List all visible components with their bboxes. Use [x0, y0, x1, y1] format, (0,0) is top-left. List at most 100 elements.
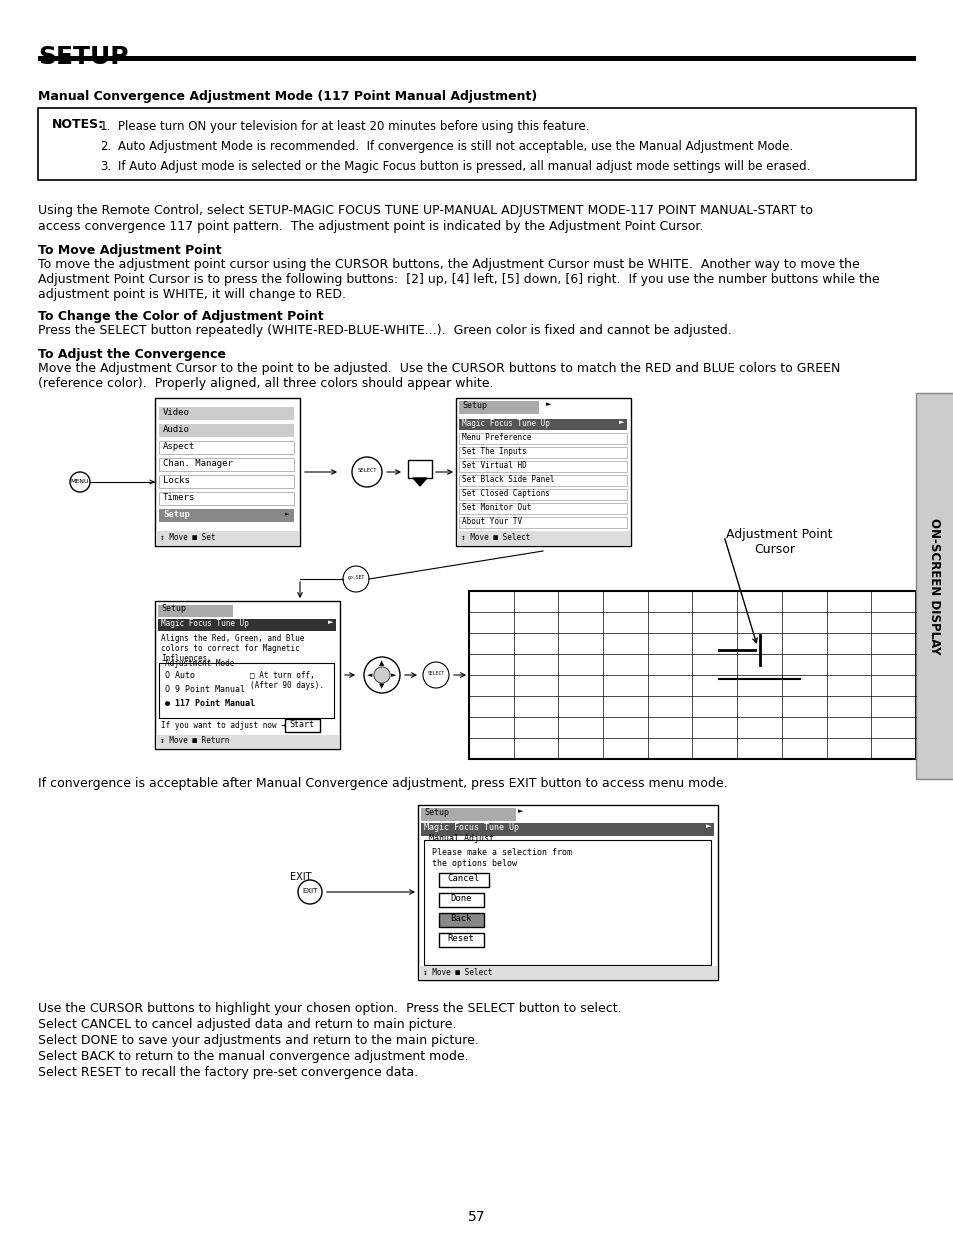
Text: Video: Video	[163, 408, 190, 417]
Bar	[458, 461, 626, 472]
Text: ↕ Move ■ Select: ↕ Move ■ Select	[460, 534, 530, 542]
Text: ►: ►	[328, 619, 333, 625]
Bar	[915, 393, 953, 779]
Bar	[159, 441, 294, 454]
Text: Set Black Side Panel: Set Black Side Panel	[461, 475, 554, 484]
Text: adjustment point is WHITE, it will change to RED.: adjustment point is WHITE, it will chang…	[38, 288, 346, 301]
Text: Set The Inputs: Set The Inputs	[461, 447, 526, 456]
Text: Magic Focus Tune Up: Magic Focus Tune Up	[461, 419, 549, 429]
Text: NOTES:: NOTES:	[52, 119, 104, 131]
Text: Aspect: Aspect	[163, 442, 195, 451]
Text: Move the Adjustment Cursor to the point to be adjusted.  Use the CURSOR buttons : Move the Adjustment Cursor to the point …	[38, 362, 840, 375]
Text: Use the CURSOR buttons to highlight your chosen option.  Press the SELECT button: Use the CURSOR buttons to highlight your…	[38, 1002, 621, 1015]
Text: Timers: Timers	[163, 493, 195, 501]
Text: ↕ Move ■ Set: ↕ Move ■ Set	[160, 534, 215, 542]
Bar	[423, 840, 710, 965]
Text: Magic Focus Tune Up: Magic Focus Tune Up	[161, 619, 249, 629]
Bar	[458, 475, 626, 487]
Text: Adjustment Point Cursor is to press the following buttons:  [2] up, [4] left, [5: Adjustment Point Cursor is to press the …	[38, 273, 879, 287]
Bar	[469, 592, 915, 760]
Bar	[458, 433, 626, 445]
Text: ↕ Move ■ Select: ↕ Move ■ Select	[422, 968, 492, 977]
Text: Manual Adjust: Manual Adjust	[429, 834, 494, 844]
Bar	[159, 663, 334, 718]
Text: To Adjust the Convergence: To Adjust the Convergence	[38, 348, 226, 361]
Text: Setup: Setup	[461, 401, 486, 410]
Text: Please make a selection from: Please make a selection from	[432, 848, 572, 857]
Bar	[420, 808, 516, 821]
Text: ►: ►	[545, 401, 551, 408]
Polygon shape	[413, 478, 427, 487]
Text: Select DONE to save your adjustments and return to the main picture.: Select DONE to save your adjustments and…	[38, 1034, 478, 1047]
Bar	[417, 805, 718, 981]
Text: If Auto Adjust mode is selected or the Magic Focus button is pressed, all manual: If Auto Adjust mode is selected or the M…	[118, 161, 809, 173]
Text: EXIT: EXIT	[302, 888, 317, 894]
Text: 3.: 3.	[100, 161, 111, 173]
Text: 1.: 1.	[100, 120, 112, 133]
Text: To move the adjustment point cursor using the CURSOR buttons, the Adjustment Cur: To move the adjustment point cursor usin…	[38, 258, 859, 270]
Text: Magic Focus Tune Up: Magic Focus Tune Up	[423, 823, 518, 832]
Bar	[154, 601, 339, 748]
Bar	[458, 489, 626, 500]
Text: Adjustment Mode: Adjustment Mode	[165, 659, 234, 668]
Bar	[458, 503, 626, 514]
Circle shape	[374, 667, 390, 683]
Text: 2.: 2.	[100, 140, 112, 153]
Text: Set Virtual HD: Set Virtual HD	[461, 461, 526, 471]
Bar	[438, 932, 483, 947]
Text: SELECT: SELECT	[356, 468, 376, 473]
Text: Start: Start	[289, 720, 314, 729]
Bar	[159, 475, 294, 488]
Text: Manual Convergence Adjustment Mode (117 Point Manual Adjustment): Manual Convergence Adjustment Mode (117 …	[38, 90, 537, 103]
Text: Set Monitor Out: Set Monitor Out	[461, 503, 531, 513]
Text: ►: ►	[705, 823, 711, 829]
Bar	[438, 913, 483, 927]
Bar	[159, 509, 294, 522]
Text: If you want to adjust now →: If you want to adjust now →	[161, 721, 286, 730]
Bar	[458, 419, 626, 430]
Text: ◄: ◄	[367, 672, 372, 678]
Text: (reference color).  Properly aligned, all three colors should appear white.: (reference color). Properly aligned, all…	[38, 377, 493, 390]
Text: colors to correct for Magnetic: colors to correct for Magnetic	[161, 643, 299, 653]
Text: (After 90 days).: (After 90 days).	[250, 680, 324, 690]
Text: SELECT: SELECT	[427, 671, 444, 676]
Text: Done: Done	[450, 894, 471, 903]
Text: If convergence is acceptable after Manual Convergence adjustment, press EXIT but: If convergence is acceptable after Manua…	[38, 777, 727, 790]
Bar	[408, 459, 432, 478]
Text: Press the SELECT button repeatedly (WHITE-RED-BLUE-WHITE...).  Green color is fi: Press the SELECT button repeatedly (WHIT…	[38, 324, 731, 337]
Bar	[458, 447, 626, 458]
Bar	[159, 424, 294, 437]
Bar	[156, 531, 298, 545]
Bar	[38, 107, 915, 180]
Text: SETUP: SETUP	[38, 44, 129, 69]
Bar	[458, 401, 538, 414]
Bar	[438, 893, 483, 906]
Text: ►: ►	[285, 510, 289, 516]
Bar	[159, 458, 294, 471]
Text: □ At turn off,: □ At turn off,	[250, 671, 314, 680]
Text: Setup: Setup	[423, 808, 449, 818]
Bar	[38, 56, 915, 61]
Bar	[456, 531, 629, 545]
Bar	[158, 605, 233, 618]
Text: Menu Preference: Menu Preference	[461, 433, 531, 442]
Text: Chan. Manager: Chan. Manager	[163, 459, 233, 468]
Text: ►: ►	[391, 672, 395, 678]
Text: EXIT: EXIT	[290, 872, 312, 882]
Bar	[156, 735, 338, 748]
Bar	[158, 619, 335, 631]
Bar	[420, 823, 713, 836]
Text: ● 117 Point Manual: ● 117 Point Manual	[165, 699, 254, 708]
Bar	[456, 398, 630, 546]
Text: ►: ►	[618, 419, 623, 425]
Bar	[159, 492, 294, 505]
Bar	[159, 408, 294, 420]
Text: the options below: the options below	[432, 860, 517, 868]
Text: Select CANCEL to cancel adjusted data and return to main picture.: Select CANCEL to cancel adjusted data an…	[38, 1018, 456, 1031]
Text: Locks: Locks	[163, 475, 190, 485]
Bar	[154, 398, 299, 546]
Text: Auto Adjustment Mode is recommended.  If convergence is still not acceptable, us: Auto Adjustment Mode is recommended. If …	[118, 140, 792, 153]
Bar	[458, 517, 626, 529]
Text: Audio: Audio	[163, 425, 190, 433]
Text: O Auto: O Auto	[165, 671, 194, 680]
